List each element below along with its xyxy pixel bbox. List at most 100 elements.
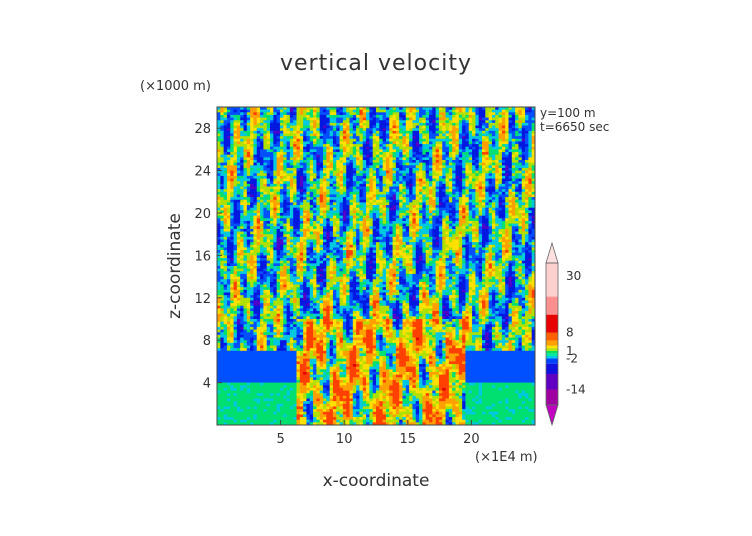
field-cell <box>402 114 407 118</box>
field-cell <box>475 141 480 145</box>
field-cell <box>246 162 251 166</box>
field-cell <box>263 136 268 140</box>
field-cell <box>389 178 393 182</box>
field-cell <box>501 152 506 156</box>
field-cell <box>266 128 271 132</box>
field-cell <box>412 239 417 243</box>
field-cell <box>230 114 234 118</box>
field-cell <box>240 117 244 121</box>
field-cell <box>422 114 427 118</box>
field-cell <box>329 220 334 224</box>
field-cell <box>279 114 284 118</box>
field-cell <box>475 133 480 137</box>
field-cell <box>326 183 331 187</box>
field-cell <box>233 175 238 179</box>
field-cell <box>379 239 384 243</box>
field-cell <box>296 149 301 153</box>
field-cell <box>505 120 509 124</box>
field-cell <box>392 160 397 164</box>
field-cell <box>412 107 417 111</box>
field-cell <box>226 183 231 187</box>
field-cell <box>389 197 393 201</box>
field-cell <box>405 234 410 238</box>
field-cell <box>276 141 281 145</box>
field-cell <box>356 117 360 121</box>
field-cell <box>435 228 440 232</box>
field-cell <box>336 114 340 118</box>
field-cell <box>505 215 509 219</box>
field-cell <box>309 197 314 201</box>
field-cell <box>359 141 364 145</box>
field-cell <box>409 183 413 187</box>
field-cell <box>306 213 311 217</box>
field-cell <box>376 226 380 230</box>
field-cell <box>240 138 244 142</box>
field-cell <box>389 165 393 169</box>
field-cell <box>217 189 221 193</box>
field-cell <box>518 191 523 195</box>
field-cell <box>501 141 506 145</box>
field-cell <box>372 125 377 129</box>
field-cell <box>339 112 344 116</box>
field-cell <box>389 122 393 126</box>
field-cell <box>442 165 446 169</box>
field-cell <box>220 197 225 201</box>
field-cell <box>233 205 238 209</box>
field-cell <box>356 183 360 187</box>
field-cell <box>382 154 387 158</box>
field-cell <box>332 160 337 164</box>
field-cell <box>342 226 347 230</box>
field-cell <box>382 162 387 166</box>
field-cell <box>230 191 234 195</box>
field-cell <box>455 186 460 190</box>
field-cell <box>405 205 410 209</box>
field-cell <box>508 136 513 140</box>
field-cell <box>226 181 231 185</box>
field-cell <box>253 109 258 113</box>
field-cell <box>220 160 225 164</box>
field-cell <box>323 167 327 171</box>
field-cell <box>223 226 228 230</box>
field-cell <box>505 228 509 232</box>
field-cell <box>289 154 294 158</box>
field-cell <box>246 231 251 235</box>
field-cell <box>419 236 423 240</box>
field-cell <box>342 186 347 190</box>
field-cell <box>518 239 523 243</box>
field-cell <box>452 170 456 174</box>
field-cell <box>515 183 519 187</box>
field-cell <box>293 167 297 171</box>
field-cell <box>438 149 443 153</box>
field-cell <box>448 186 453 190</box>
field-cell <box>339 173 344 177</box>
field-cell <box>296 128 301 132</box>
field-cell <box>369 112 374 116</box>
field-cell <box>256 220 261 224</box>
field-cell <box>482 210 486 214</box>
field-cell <box>346 133 350 137</box>
field-cell <box>352 223 357 227</box>
field-cell <box>472 117 476 121</box>
field-cell <box>323 114 327 118</box>
field-cell <box>356 231 360 235</box>
field-cell <box>346 223 350 227</box>
field-cell <box>402 197 407 201</box>
field-cell <box>409 173 413 177</box>
field-cell <box>296 181 301 185</box>
field-cell <box>501 223 506 227</box>
field-cell <box>243 154 248 158</box>
field-cell <box>505 189 509 193</box>
field-cell <box>491 210 496 214</box>
field-cell <box>505 125 509 129</box>
field-cell <box>382 218 387 222</box>
field-cell <box>352 226 357 230</box>
field-cell <box>376 133 380 137</box>
field-cell <box>409 122 413 126</box>
field-cell <box>303 109 307 113</box>
field-cell <box>323 175 327 179</box>
field-cell <box>379 220 384 224</box>
field-cell <box>243 199 248 203</box>
field-cell <box>243 231 248 235</box>
field-cell <box>458 215 463 219</box>
